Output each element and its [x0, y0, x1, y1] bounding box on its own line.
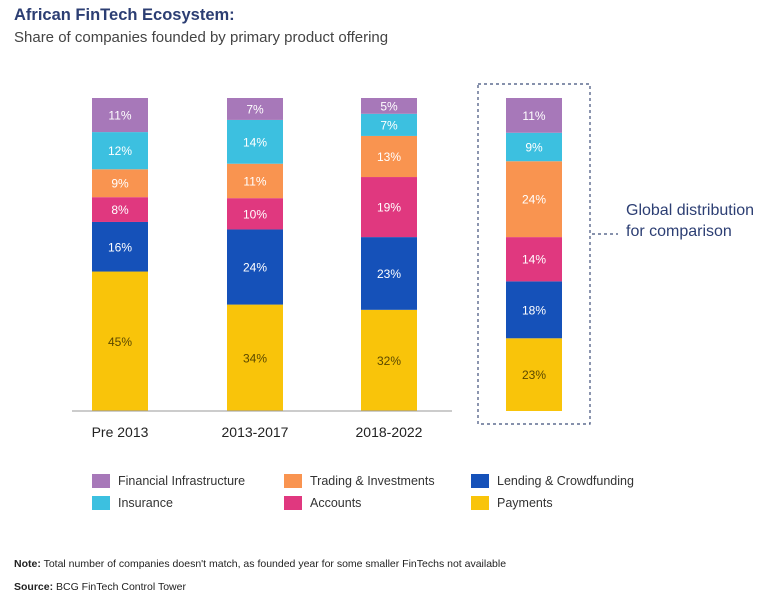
- bar-segment-insurance-0: [92, 132, 148, 170]
- legend-item-financial-infrastructure: Financial Infrastructure: [92, 474, 245, 488]
- legend-label: Trading & Investments: [310, 474, 435, 488]
- legend-item-lending-crowdfunding: Lending & Crowdfunding: [471, 474, 634, 488]
- bar-segment-financial-infrastructure-3: [506, 98, 562, 133]
- legend-item-trading-investments: Trading & Investments: [284, 474, 435, 488]
- source-line: Source: BCG FinTech Control Tower: [14, 581, 186, 593]
- data-label-trading-investments-3: 24%: [522, 193, 546, 207]
- legend-label: Insurance: [118, 496, 173, 510]
- bar-segment-trading-investments-2: [361, 135, 417, 178]
- data-label-insurance-0: 12%: [108, 144, 132, 158]
- bar-segment-payments-1: [227, 304, 283, 411]
- legend-label: Financial Infrastructure: [118, 474, 246, 488]
- data-label-financial-infrastructure-1: 7%: [246, 102, 264, 116]
- bar-segment-payments-0: [92, 271, 148, 411]
- bar-segment-accounts-1: [227, 198, 283, 230]
- source-text: BCG FinTech Control Tower: [56, 581, 186, 593]
- bar-segment-trading-investments-1: [227, 163, 283, 199]
- stacked-bar-chart: 45% 16% 8% 9% 12% 11% Pre 2013 34% 24% 10% 11% 14% 7…: [72, 83, 618, 440]
- x-tick-label-0: Pre 2013: [92, 424, 149, 440]
- data-label-accounts-1: 10%: [243, 207, 267, 221]
- bar-segment-insurance-3: [506, 132, 562, 162]
- note-text: Total number of companies doesn't match,…: [43, 558, 507, 570]
- data-label-insurance-3: 9%: [525, 141, 543, 155]
- chart-subtitle: Share of companies founded by primary pr…: [14, 29, 389, 46]
- x-tick-label-1: 2013-2017: [222, 424, 289, 440]
- legend-swatch: [284, 496, 302, 510]
- data-label-payments-1: 34%: [243, 351, 267, 365]
- global-comparison-label: Global distribution for comparison: [626, 202, 755, 240]
- bar-segment-accounts-0: [92, 197, 148, 222]
- bar-segment-trading-investments-3: [506, 161, 562, 238]
- data-label-lending-crowdfunding-0: 16%: [108, 240, 132, 254]
- bar-segment-lending-crowdfunding-2: [361, 237, 417, 310]
- legend-label: Lending & Crowdfunding: [497, 474, 634, 488]
- legend-item-payments: Payments: [471, 496, 553, 510]
- data-label-accounts-2: 19%: [377, 201, 401, 215]
- legend-item-accounts: Accounts: [284, 496, 361, 510]
- data-label-trading-investments-1: 11%: [243, 174, 266, 188]
- bar-segment-accounts-3: [506, 237, 562, 282]
- chart-title: African FinTech Ecosystem:: [14, 6, 235, 24]
- bar-segment-accounts-2: [361, 177, 417, 238]
- legend-swatch: [92, 474, 110, 488]
- x-tick-label-2: 2018-2022: [356, 424, 423, 440]
- source-label: Source:: [14, 581, 54, 593]
- data-label-lending-crowdfunding-1: 24%: [243, 261, 267, 275]
- data-label-payments-0: 45%: [108, 335, 132, 349]
- legend-swatch: [284, 474, 302, 488]
- data-label-accounts-3: 14%: [522, 253, 546, 267]
- data-label-payments-3: 23%: [522, 368, 546, 382]
- legend-item-insurance: Insurance: [92, 496, 173, 510]
- data-label-financial-infrastructure-0: 11%: [108, 109, 131, 123]
- bar-segment-lending-crowdfunding-1: [227, 229, 283, 305]
- legend-swatch: [471, 474, 489, 488]
- data-label-insurance-2: 7%: [380, 118, 398, 132]
- data-label-insurance-1: 14%: [243, 135, 267, 149]
- legend-swatch: [92, 496, 110, 510]
- data-label-trading-investments-0: 9%: [111, 177, 129, 191]
- data-label-lending-crowdfunding-2: 23%: [377, 267, 401, 281]
- bar-segment-insurance-2: [361, 113, 417, 136]
- legend-label: Accounts: [310, 496, 362, 510]
- bar-segment-insurance-1: [227, 119, 283, 164]
- data-label-trading-investments-2: 13%: [377, 150, 401, 164]
- data-label-lending-crowdfunding-3: 18%: [522, 303, 546, 317]
- bar-segment-financial-infrastructure-1: [227, 98, 283, 120]
- bar-segment-lending-crowdfunding-0: [92, 221, 148, 272]
- legend-label: Payments: [497, 496, 553, 510]
- bar-segment-payments-2: [361, 309, 417, 411]
- bar-segment-payments-3: [506, 338, 562, 411]
- data-label-payments-2: 32%: [377, 354, 401, 368]
- data-label-accounts-0: 8%: [111, 203, 129, 217]
- note-label: Note:: [14, 558, 41, 570]
- bar-segment-lending-crowdfunding-3: [506, 281, 562, 339]
- bar-segment-financial-infrastructure-2: [361, 98, 417, 114]
- chart-legend: Financial Infrastructure Trading & Invest…: [92, 472, 692, 522]
- footnote: Note: Total number of companies doesn't …: [14, 558, 506, 570]
- data-label-financial-infrastructure-3: 11%: [522, 109, 545, 123]
- legend-swatch: [471, 496, 489, 510]
- bar-segment-financial-infrastructure-0: [92, 98, 148, 133]
- bar-segment-trading-investments-0: [92, 169, 148, 198]
- global-comparison-box: [477, 83, 591, 425]
- data-label-financial-infrastructure-2: 5%: [380, 99, 398, 113]
